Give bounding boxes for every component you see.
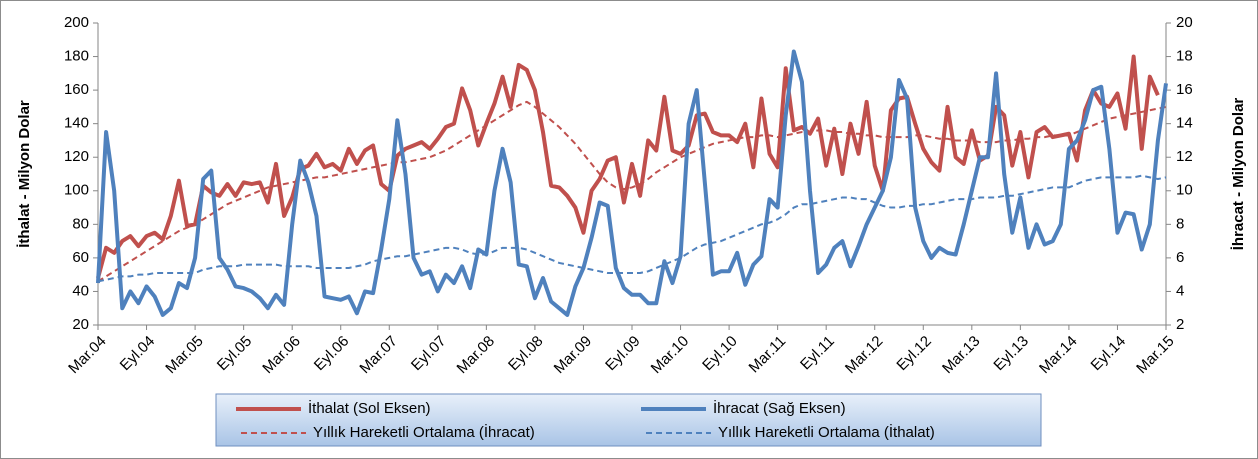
legend-label: Yıllık Hareketli Ortalama (İthalat) bbox=[718, 423, 935, 441]
legend bbox=[215, 393, 1042, 447]
y-tick-label: 100 bbox=[64, 182, 89, 199]
y-axis-title: İthalat - Milyon Dolar bbox=[16, 100, 33, 248]
x-tick-label: Mar.08 bbox=[454, 333, 498, 377]
y2-tick-label: 16 bbox=[1176, 81, 1193, 98]
y2-tick-label: 14 bbox=[1176, 115, 1193, 132]
series-line bbox=[97, 174, 1167, 283]
x-tick-label: Mar.09 bbox=[551, 333, 595, 377]
x-tick-label: Mar.15 bbox=[1133, 333, 1177, 377]
y2-axis-title: İhracat - Milyon Dolar bbox=[1230, 98, 1247, 251]
x-tick-label: Mar.11 bbox=[746, 333, 790, 377]
y-tick-label: 140 bbox=[64, 115, 89, 132]
y2-tick-label: 2 bbox=[1176, 316, 1184, 333]
x-tick-label: Mar.05 bbox=[162, 333, 206, 377]
x-tick-label: Eyl.05 bbox=[214, 333, 256, 375]
x-tick-label: Eyl.06 bbox=[311, 333, 353, 375]
x-tick-label: Mar.06 bbox=[259, 333, 303, 377]
y-tick-label: 160 bbox=[64, 81, 89, 98]
x-tick-label: Mar.10 bbox=[648, 333, 692, 377]
y-tick-label: 200 bbox=[64, 14, 89, 31]
y2-tick-label: 4 bbox=[1176, 282, 1184, 299]
x-tick-label: Eyl.14 bbox=[1088, 333, 1130, 375]
x-tick-label: Eyl.12 bbox=[893, 333, 935, 375]
y2-tick-label: 6 bbox=[1176, 249, 1184, 266]
legend-label: Yıllık Hareketli Ortalama (İhracat) bbox=[313, 423, 535, 441]
x-tick-label: Mar.13 bbox=[939, 333, 983, 377]
y2-tick-label: 20 bbox=[1176, 14, 1193, 31]
x-tick-label: Eyl.09 bbox=[602, 333, 644, 375]
y-tick-label: 40 bbox=[72, 282, 89, 299]
y2-tick-label: 10 bbox=[1176, 182, 1193, 199]
y-tick-label: 180 bbox=[64, 48, 89, 65]
y2-tick-label: 12 bbox=[1176, 148, 1193, 165]
x-tick-label: Mar.04 bbox=[65, 333, 109, 377]
x-tick-label: Eyl.10 bbox=[699, 333, 741, 375]
x-tick-label: Mar.14 bbox=[1036, 333, 1080, 377]
x-tick-label: Mar.07 bbox=[356, 333, 400, 377]
y-tick-label: 60 bbox=[72, 249, 89, 266]
series-line bbox=[96, 49, 1168, 317]
x-tick-label: Eyl.11 bbox=[797, 333, 838, 374]
y-tick-label: 120 bbox=[64, 148, 89, 165]
x-tick-label: Eyl.08 bbox=[505, 333, 547, 375]
x-tick-label: Eyl.04 bbox=[117, 333, 159, 375]
y2-tick-label: 18 bbox=[1176, 48, 1193, 65]
x-tick-label: Eyl.07 bbox=[408, 333, 450, 375]
y-tick-label: 80 bbox=[72, 215, 89, 232]
x-tick-label: Eyl.13 bbox=[990, 333, 1032, 375]
y-tick-label: 20 bbox=[72, 316, 89, 333]
legend-label: İhracat (Sağ Eksen) bbox=[713, 399, 846, 417]
legend-label: İthalat (Sol Eksen) bbox=[308, 399, 431, 417]
y2-tick-label: 8 bbox=[1176, 215, 1184, 232]
x-tick-label: Mar.12 bbox=[842, 333, 886, 377]
